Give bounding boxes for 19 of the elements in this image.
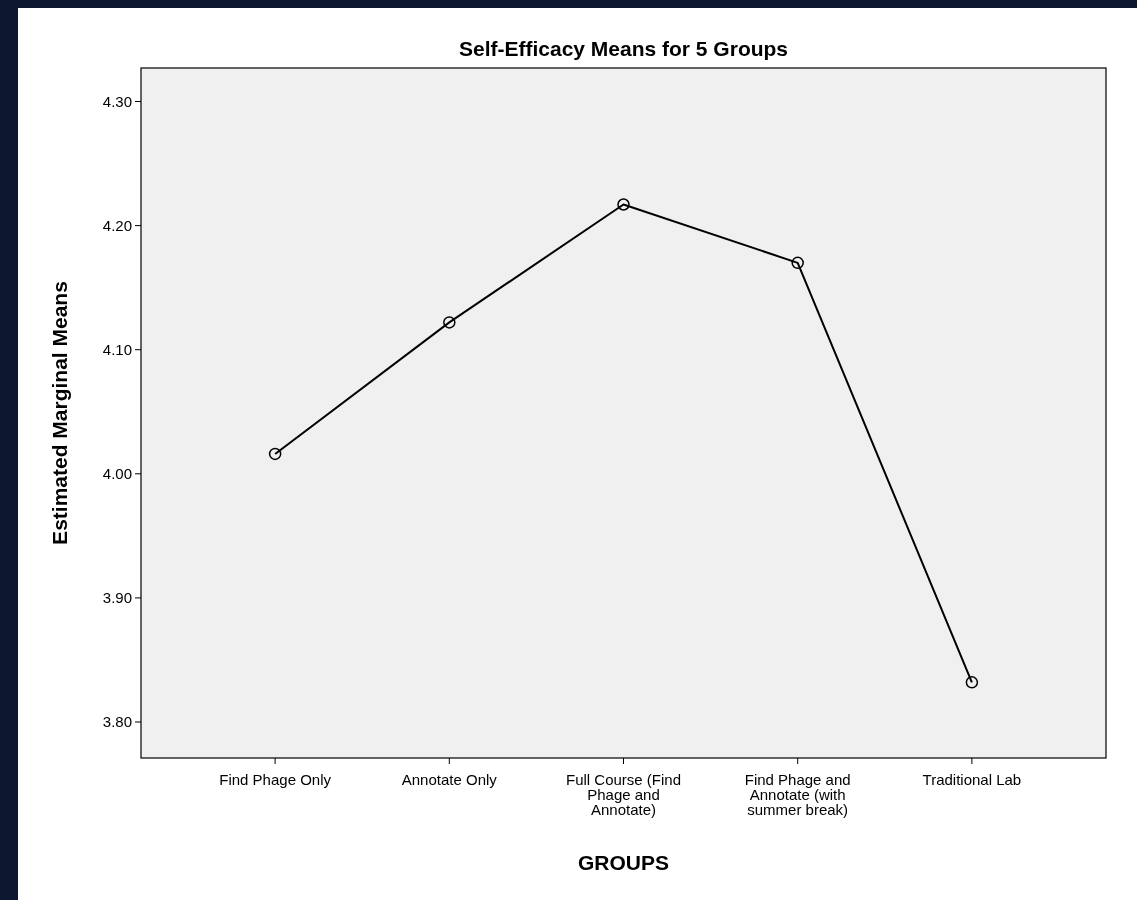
y-tick-label: 4.00 (102, 465, 132, 483)
y-axis-title: Estimated Marginal Means (48, 281, 71, 545)
point (268, 447, 282, 461)
x-tick-label: Traditional Lab (922, 771, 1022, 788)
x-tick-label: Annotate Only (401, 771, 498, 788)
y-tick-label: 3.90 (102, 589, 132, 607)
point (443, 316, 456, 329)
x-axis-title: GROUPS (577, 851, 670, 874)
x-tick-label: Find Phage Only (219, 771, 332, 788)
point (791, 256, 804, 270)
x-tick-label: Find Phage and Annotate (with summer break) (744, 771, 851, 818)
point (965, 676, 979, 689)
y-tick-label: 4.30 (102, 92, 132, 110)
y-tick-label: 3.80 (102, 713, 132, 731)
x-tick-label: Full Course (Find Phage and Annotate) (565, 771, 682, 818)
point (617, 198, 630, 211)
y-tick-label: 4.20 (102, 216, 132, 234)
y-tick-label: 4.10 (102, 340, 132, 358)
chart-title: Self-Efficacy Means for 5 Groups (458, 37, 789, 60)
